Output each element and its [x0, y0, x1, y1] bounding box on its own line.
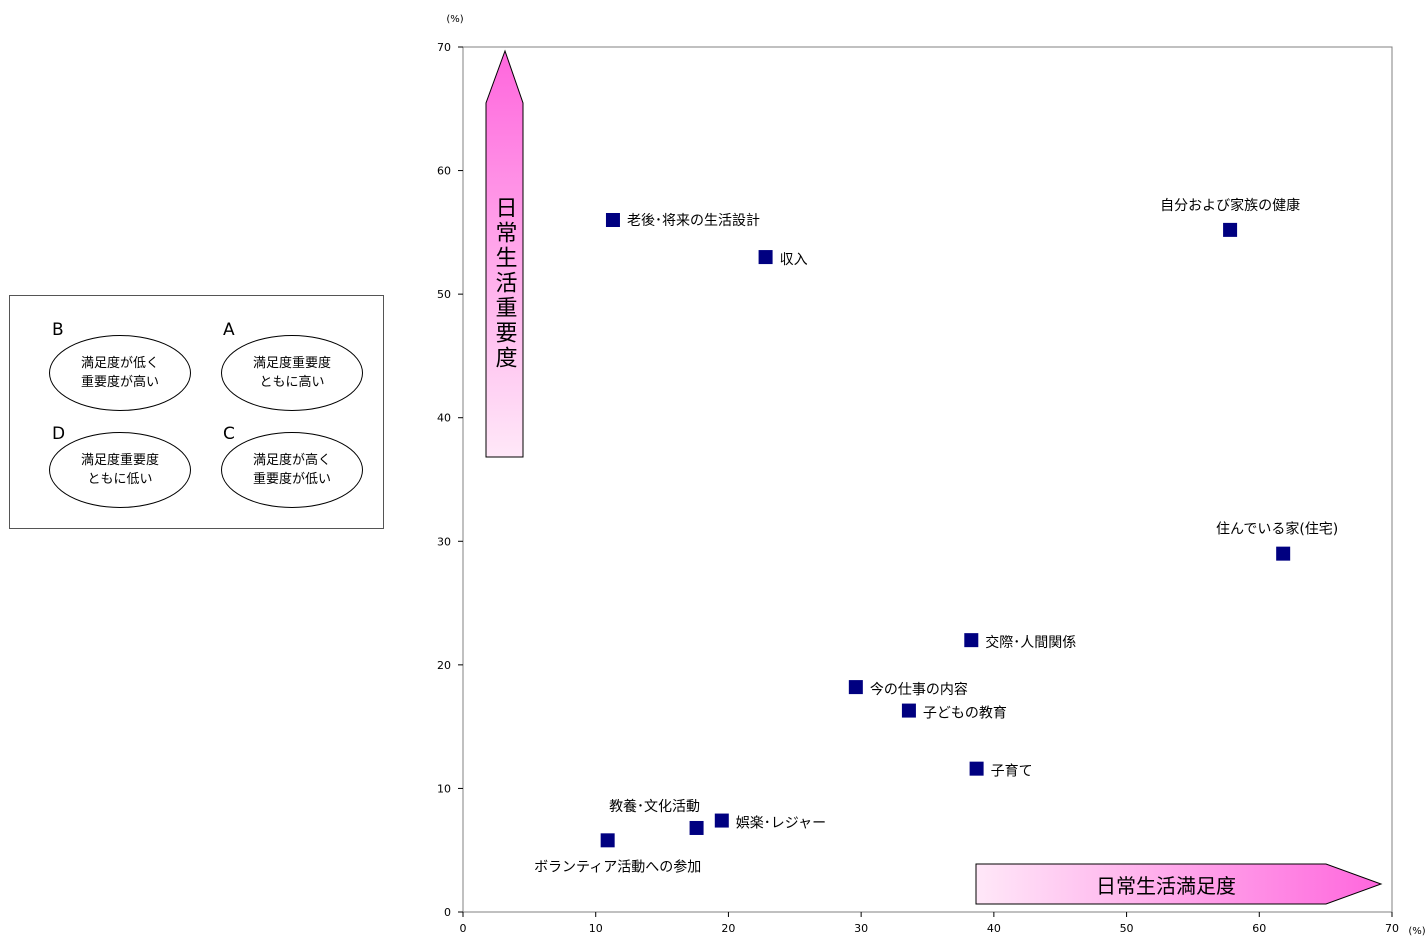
quadrant-d-ellipse: 満足度重要度 ともに低い [49, 432, 191, 508]
quadrant-letter-d: D [52, 424, 66, 444]
y-tick-label: 30 [437, 535, 451, 548]
data-point [689, 820, 704, 835]
x-tick-label: 50 [1120, 922, 1134, 935]
data-point-label: 住んでいる家(住宅) [1216, 521, 1338, 538]
x-tick-label: 30 [854, 922, 868, 935]
quadrant-b-ellipse: 満足度が低く 重要度が高い [49, 335, 191, 411]
y-unit-label: (%) [446, 14, 463, 25]
data-point [848, 680, 863, 695]
quadrant-c-line2: 重要度が低い [252, 472, 331, 487]
x-tick-label: 10 [589, 922, 603, 935]
quadrant-b-line2: 重要度が高い [80, 375, 159, 390]
x-tick-label: 20 [721, 922, 735, 935]
quadrant-c-line1: 満足度が高く [252, 453, 331, 468]
data-point-label: 娯楽･レジャー [736, 816, 826, 832]
data-point [600, 833, 615, 848]
quadrant-letter-b: B [52, 320, 64, 340]
x-axis-label: 日常生活満足度 [1096, 874, 1236, 898]
x-tick-label: 0 [460, 922, 467, 935]
data-point-label: 収入 [780, 252, 808, 268]
y-axis-arrow [485, 49, 524, 458]
x-unit-label: (%) [1408, 926, 1425, 937]
quadrant-d-line1: 満足度重要度 [80, 453, 159, 468]
data-point [969, 761, 984, 776]
x-tick-label: 40 [987, 922, 1001, 935]
x-tick-label: 70 [1385, 922, 1399, 935]
y-tick-label: 40 [437, 412, 451, 425]
y-tick-label: 20 [437, 659, 451, 672]
quadrant-letter-a: A [223, 320, 235, 340]
plot-area [462, 46, 1393, 913]
y-tick-label: 10 [437, 782, 451, 795]
data-point-label: 子育て [991, 764, 1033, 780]
quadrant-a-line1: 満足度重要度 [252, 356, 331, 371]
y-axis-label: 日常生活重要度 [492, 196, 518, 371]
data-point [714, 813, 729, 828]
quadrant-letter-c: C [223, 424, 235, 444]
y-tick-label: 70 [437, 41, 451, 54]
data-point-label: 今の仕事の内容 [870, 681, 968, 698]
data-point-label: 老後･将来の生活設計 [627, 213, 760, 229]
quadrant-d-line2: ともに低い [87, 472, 153, 487]
data-point-label: ボランティア活動への参加 [534, 858, 701, 875]
x-axis-arrow [975, 863, 1383, 905]
quadrant-a-ellipse: 満足度重要度 ともに高い [221, 335, 363, 411]
data-point-label: 教養･文化活動 [609, 798, 700, 815]
quadrant-b-line1: 満足度が低く [80, 356, 159, 371]
data-point [605, 213, 620, 227]
x-tick-label: 60 [1252, 922, 1266, 935]
y-tick-label: 50 [437, 288, 451, 301]
y-tick-label: 0 [444, 906, 451, 919]
y-tick-label: 60 [437, 165, 451, 178]
quadrant-a-line2: ともに高い [259, 375, 325, 390]
data-point [964, 633, 979, 648]
data-point [901, 703, 916, 718]
data-point [758, 250, 773, 265]
data-point-label: 子どもの教育 [923, 706, 1007, 722]
data-point [1223, 222, 1238, 237]
quadrant-legend: B 満足度が低く 重要度が高い A 満足度重要度 ともに高い D 満足度重要度 ともに… [9, 295, 384, 529]
data-point-label: 交際･人間関係 [985, 634, 1076, 651]
quadrant-c-ellipse: 満足度が高く 重要度が低い [221, 432, 363, 508]
data-point [1276, 546, 1291, 561]
data-point-label: 自分および家族の健康 [1160, 197, 1300, 214]
